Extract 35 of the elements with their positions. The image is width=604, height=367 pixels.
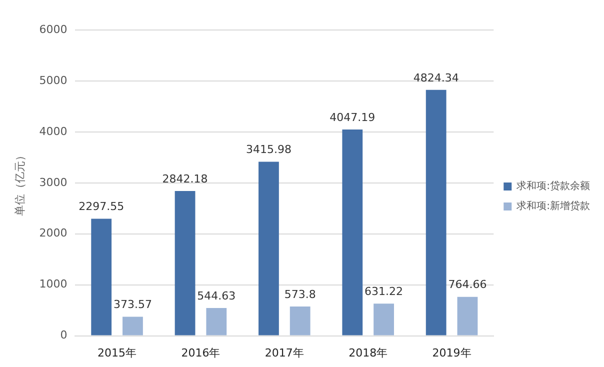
data-label: 2842.18 <box>162 172 208 186</box>
y-tick-label: 2000 <box>39 226 68 240</box>
data-label: 4047.19 <box>330 110 376 124</box>
y-tick-label: 4000 <box>39 124 68 138</box>
bar <box>374 304 394 336</box>
x-tick-label: 2017年 <box>264 346 304 360</box>
bar <box>258 162 279 336</box>
bar <box>290 306 310 336</box>
bar <box>206 308 227 336</box>
y-axis-title: 单位（亿元） <box>13 150 26 216</box>
bar <box>426 90 446 336</box>
legend-label: 求和项:贷款余额 <box>516 180 590 192</box>
bar <box>91 218 112 336</box>
data-label: 573.8 <box>284 288 316 301</box>
y-tick-label: 0 <box>60 328 68 342</box>
data-label: 631.22 <box>364 284 404 298</box>
data-label: 3415.98 <box>246 143 292 156</box>
data-label: 764.66 <box>448 278 487 292</box>
bar <box>457 296 478 336</box>
x-tick-label: 2015年 <box>98 346 137 360</box>
y-tick-label: 1000 <box>39 278 68 291</box>
x-tick-label: 2019年 <box>432 346 472 360</box>
legend-label: 求和项:新增贷款 <box>516 200 590 212</box>
data-label: 544.63 <box>197 289 236 302</box>
x-tick-label: 2018年 <box>348 346 388 360</box>
data-label: 4824.34 <box>413 71 459 84</box>
y-tick-label: 5000 <box>39 74 68 87</box>
data-label: 373.57 <box>113 298 152 312</box>
bar <box>174 190 196 336</box>
x-tick-label: 2016年 <box>181 346 220 360</box>
bar <box>342 130 363 336</box>
bar <box>122 316 143 336</box>
y-tick-label: 3000 <box>39 176 68 189</box>
y-tick-label: 6000 <box>39 22 68 36</box>
data-label: 2297.55 <box>78 200 124 214</box>
